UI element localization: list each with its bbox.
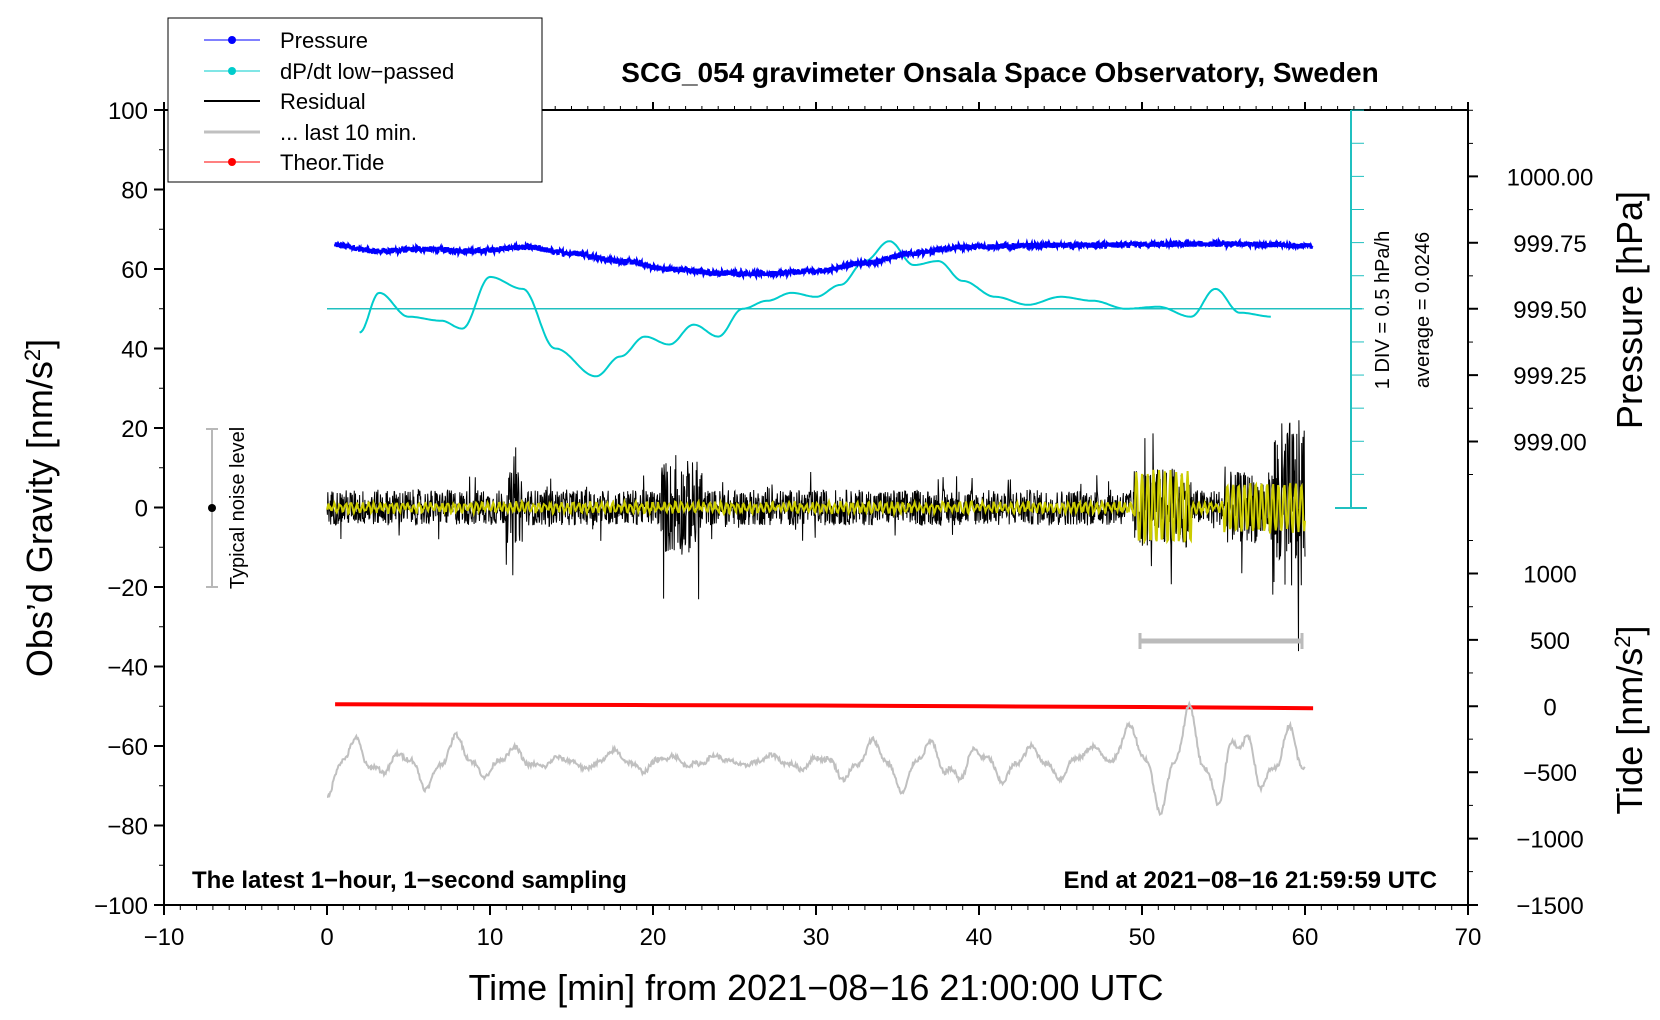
legend-dpdt-marker	[228, 67, 236, 75]
div-label: 1 DIV = 0.5 hPa/h	[1372, 231, 1394, 389]
x-axis: −10 0 10 20 30 40 50 60 70	[144, 102, 1482, 951]
x-tick-label: 40	[966, 924, 993, 951]
y-tick-label: −40	[107, 655, 148, 682]
pressure-tick-label: 999.75	[1513, 231, 1586, 258]
footer-left: The latest 1−hour, 1−second sampling	[192, 867, 627, 894]
y-tick-label: −60	[107, 734, 148, 761]
legend-tide-label: Theor.Tide	[280, 150, 384, 175]
pressure-series-line	[333, 236, 1314, 281]
tide-tick-label: −500	[1523, 760, 1577, 787]
x-tick-label: 30	[803, 924, 830, 951]
residual-series-line	[326, 420, 1306, 652]
tide-axis-title: Tide [nm/s2]	[1609, 626, 1650, 815]
x-tick-label: 10	[477, 924, 504, 951]
average-label: average = 0.0246	[1412, 232, 1434, 388]
x-tick-label: −10	[144, 924, 185, 951]
y-tick-label: 80	[121, 178, 148, 205]
legend-tide-marker	[228, 158, 236, 166]
y-tick-label: 20	[121, 416, 148, 443]
legend-item-pressure: Pressure	[204, 28, 368, 53]
x-tick-label: 20	[640, 924, 667, 951]
tide-tick-label: 500	[1530, 628, 1570, 655]
series-layer	[326, 236, 1363, 817]
legend-last10-label: ... last 10 min.	[280, 120, 417, 145]
pressure-tick-label: 999.25	[1513, 363, 1586, 390]
x-tick-label: 0	[320, 924, 333, 951]
y-tick-label: 60	[121, 257, 148, 284]
dpdt-series-line	[359, 240, 1271, 378]
y-axis-title: Obs’d Gravity [nm/s2]	[19, 339, 60, 677]
pressure-tick-label: 1000.00	[1507, 164, 1594, 191]
y-tick-label: 0	[135, 496, 148, 523]
tide-axis: 1000 500 0 −500 −1000 −1500	[1468, 539, 1584, 920]
legend-dpdt-label: dP/dt low−passed	[280, 59, 454, 84]
x-tick-label: 60	[1292, 924, 1319, 951]
legend-item-dpdt: dP/dt low−passed	[204, 59, 454, 84]
pressure-axis: 1000.00 999.75 999.50 999.25 999.00	[1468, 109, 1594, 476]
div-scale-ticks	[1351, 109, 1364, 508]
tide-tick-label: 1000	[1523, 561, 1576, 588]
pressure-tick-label: 999.50	[1513, 297, 1586, 324]
x-tick-label: 70	[1455, 924, 1482, 951]
legend-item-residual: Residual	[204, 89, 366, 114]
legend-pressure-marker	[228, 36, 236, 44]
y-tick-label: −80	[107, 814, 148, 841]
div-scale-indicator: 1 DIV = 0.5 hPa/h average = 0.0246	[1335, 109, 1434, 509]
y-tick-label: −20	[107, 575, 148, 602]
tide-tick-label: −1000	[1516, 827, 1583, 854]
pressure-axis-title: Pressure [hPa]	[1609, 191, 1650, 429]
y-tick-label: −100	[94, 893, 148, 920]
pressure-tick-label: 999.00	[1513, 430, 1586, 457]
tide-tick-label: −1500	[1516, 893, 1583, 920]
y-tick-label: 100	[108, 98, 148, 125]
footer-right: End at 2021−08−16 21:59:59 UTC	[1063, 867, 1437, 894]
y-tick-label: 40	[121, 337, 148, 364]
last10-bracket	[1138, 633, 1304, 649]
tide-series-line	[335, 702, 1314, 711]
x-axis-title: Time [min] from 2021−08−16 21:00:00 UTC	[468, 967, 1163, 1008]
tide-tick-label: 0	[1543, 694, 1556, 721]
y-axis: 100 80 60 40 20 0 −20 −40 −60 −80 −100	[94, 98, 164, 920]
legend: Pressure dP/dt low−passed Residual ... l…	[167, 17, 543, 183]
noise-dot	[208, 504, 216, 512]
legend-pressure-label: Pressure	[280, 28, 368, 53]
legend-item-tide: Theor.Tide	[204, 150, 384, 175]
legend-item-last10: ... last 10 min.	[204, 120, 417, 145]
x-tick-label: 50	[1129, 924, 1156, 951]
noise-indicator: Typical noise level	[206, 427, 249, 589]
legend-residual-label: Residual	[280, 89, 366, 114]
noise-label: Typical noise level	[227, 427, 249, 589]
last10-series-line	[326, 700, 1306, 817]
chart-title: SCG_054 gravimeter Onsala Space Observat…	[621, 57, 1378, 88]
residual-smooth-line	[326, 469, 1306, 545]
